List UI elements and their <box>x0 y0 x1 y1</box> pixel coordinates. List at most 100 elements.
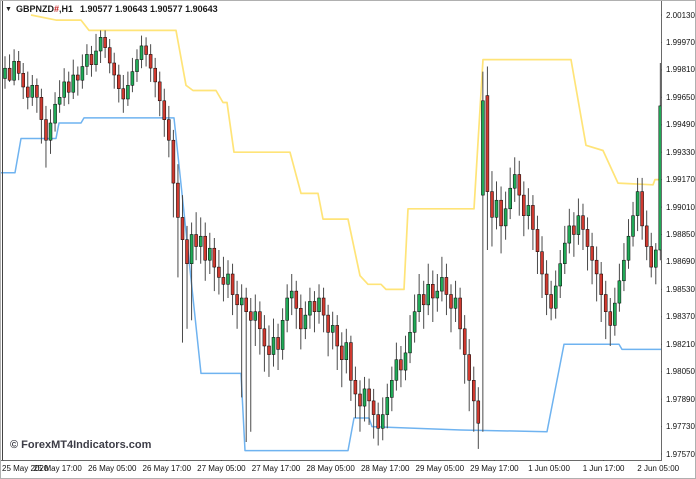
bear-candle-body <box>371 400 376 415</box>
candle <box>517 160 522 216</box>
x-axis-label: 26 May 17:00 <box>142 464 192 473</box>
bear-candle-body <box>467 354 471 381</box>
candle <box>421 280 426 329</box>
candle <box>198 217 203 264</box>
candle <box>603 280 608 340</box>
bear-candle-body <box>535 229 540 252</box>
bear-candle-body <box>153 67 157 83</box>
bear-candle-body <box>35 85 39 98</box>
candle <box>362 376 367 422</box>
bear-candle-body <box>462 328 467 355</box>
bull-candle-body <box>426 284 430 306</box>
candle <box>139 35 144 69</box>
candle <box>531 195 535 250</box>
bull-candle-body <box>390 380 394 398</box>
bear-candle-body <box>349 342 353 381</box>
bear-candle-body <box>76 74 80 81</box>
y-axis-label: 1.97570 <box>666 449 695 459</box>
candle <box>98 30 103 63</box>
candle <box>107 39 112 74</box>
candle <box>76 66 80 96</box>
bear-candle-body <box>44 119 48 141</box>
candle <box>71 59 76 99</box>
x-axis-label: 28 May 17:00 <box>360 464 410 473</box>
bull-candle-body <box>622 259 626 282</box>
price-scale[interactable]: 2.00130 1.99970 1.99810 1.99650 1.99490 1.993… <box>662 1 695 461</box>
y-axis-label: 1.97730 <box>666 422 695 432</box>
bull-candle-body <box>613 302 617 326</box>
y-axis-label: 1.99650 <box>666 92 695 102</box>
bear-candle-body <box>148 54 153 69</box>
candle <box>349 335 353 401</box>
candle <box>171 129 176 218</box>
candle <box>394 342 399 391</box>
bear-candle-body <box>572 225 576 235</box>
bull-candle-body <box>362 388 367 407</box>
bear-candle-body <box>353 380 358 395</box>
x-axis-label: 29 May 05:00 <box>415 464 465 473</box>
bear-candle-body <box>399 359 403 371</box>
candle <box>340 332 344 388</box>
candle <box>48 109 53 154</box>
candle <box>440 256 444 302</box>
y-axis-label: 1.98210 <box>666 339 695 349</box>
bear-candle-body <box>176 182 180 218</box>
chart-frame <box>1 1 663 461</box>
candle <box>26 71 30 110</box>
bear-candle-body <box>376 414 380 429</box>
bear-candle-body <box>167 119 171 141</box>
candle <box>590 232 594 285</box>
bear-candle-body <box>335 325 339 347</box>
candle <box>467 339 471 412</box>
bull-candle-body <box>626 235 631 261</box>
bull-candle-body <box>344 342 349 360</box>
bear-candle-body <box>185 239 189 264</box>
x-axis-label: 28 May 05:00 <box>306 464 355 473</box>
candle <box>130 57 135 93</box>
bear-candle-body <box>235 294 239 306</box>
candle <box>390 366 394 412</box>
bear-candle-body <box>312 301 317 312</box>
bear-candle-body <box>162 100 167 120</box>
bear-candle-body <box>294 290 299 309</box>
candle <box>503 191 508 240</box>
bull-candle-body <box>631 215 635 237</box>
candle <box>576 198 581 245</box>
bear-candle-body <box>7 67 12 81</box>
time-scale[interactable]: 25 May 2020 25 May 17:00 26 May 05:00 26 Ma… <box>1 461 695 478</box>
bear-candle-body <box>585 229 590 247</box>
bear-candle-body <box>649 246 653 268</box>
bear-candle-body <box>221 277 226 285</box>
candle <box>103 30 107 58</box>
candle <box>135 49 139 82</box>
bull-candle-body <box>394 359 399 381</box>
candle <box>449 284 453 333</box>
candle <box>148 44 153 82</box>
symbol-dropdown-icon[interactable]: ▼ <box>5 5 12 13</box>
candle <box>244 287 248 442</box>
axis-ticks <box>2 14 665 464</box>
candle <box>280 308 285 360</box>
candle <box>330 311 335 350</box>
candle <box>162 88 167 137</box>
lower-channel-line <box>1 117 661 452</box>
bear-candle-body <box>431 284 435 299</box>
bear-candle-body <box>157 81 162 102</box>
candle <box>631 201 635 247</box>
y-axis-label: 1.98850 <box>666 230 695 240</box>
y-axis-label: 1.99810 <box>666 65 695 75</box>
y-axis-label: 1.99490 <box>666 120 695 130</box>
candle <box>89 45 94 77</box>
bull-candle-body <box>98 37 103 52</box>
bull-candle-body <box>317 297 321 312</box>
candle <box>403 335 408 381</box>
bear-candle-body <box>244 297 248 312</box>
candle <box>176 164 180 278</box>
symbol-name: GBPNZD#,H1 <box>15 4 73 14</box>
candle <box>453 280 458 322</box>
candle <box>239 284 244 398</box>
y-axis-label: 1.97890 <box>666 394 695 404</box>
bear-candle-body <box>340 345 344 360</box>
